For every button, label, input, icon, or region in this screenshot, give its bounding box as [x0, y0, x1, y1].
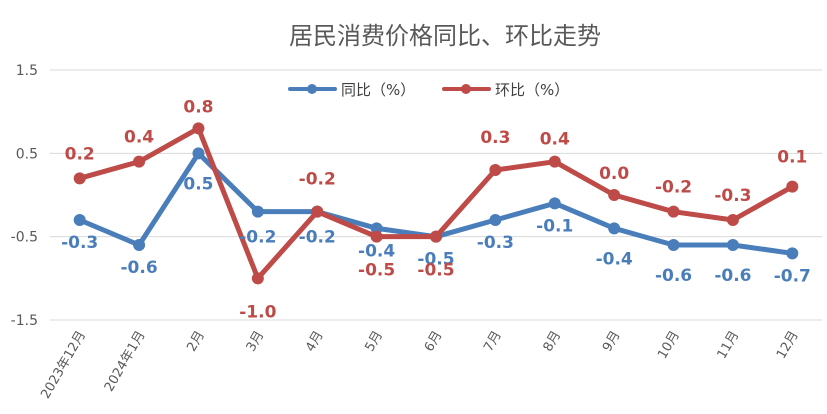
data-label: -0.2 — [299, 228, 336, 248]
data-label: 0.5 — [183, 174, 213, 194]
x-tick-label: 6月 — [422, 329, 446, 355]
data-labels-layer: -0.3-0.60.5-0.2 -0.2-0.4 -0.5-0.3-0.1-0.4-… — [61, 97, 811, 322]
series-layer — [73, 122, 799, 285]
data-point — [370, 222, 383, 235]
data-point — [489, 164, 502, 176]
data-point — [548, 197, 561, 210]
data-point — [251, 205, 264, 218]
data-point — [73, 214, 86, 226]
data-point — [192, 147, 205, 160]
gridlines — [50, 69, 822, 321]
data-label: -0.5 — [417, 261, 454, 281]
data-point — [548, 155, 561, 168]
data-point — [489, 214, 502, 226]
x-tick-label: 7月 — [481, 329, 505, 355]
x-tick-label: 9月 — [600, 329, 624, 355]
y-tick-label: 1.5 — [16, 63, 38, 79]
data-label: 0.0 — [599, 164, 629, 184]
data-point — [311, 205, 324, 218]
data-point — [370, 230, 383, 243]
legend-item-yoy: 同比（%） — [288, 81, 415, 99]
data-point — [726, 239, 739, 251]
data-label: -0.7 — [774, 266, 811, 286]
legend-label-mom: 环比（%） — [495, 81, 569, 99]
data-point — [786, 247, 799, 260]
data-label: 0.2 — [65, 144, 95, 164]
data-label: -0.6 — [120, 258, 157, 278]
data-label: -1.0 — [239, 302, 276, 322]
data-label: -0.2 — [239, 228, 276, 248]
data-point — [251, 272, 264, 285]
x-tick-label: 8月 — [541, 329, 565, 355]
data-label: -0.6 — [714, 266, 751, 286]
data-label: 0.4 — [124, 128, 154, 148]
y-tick-label: 0.5 — [16, 146, 38, 162]
data-label: -0.2 — [655, 178, 692, 198]
data-point — [786, 180, 799, 193]
data-label: 0.4 — [540, 130, 570, 150]
x-tick-label: 5月 — [362, 329, 386, 355]
data-label: -0.5 — [358, 261, 395, 281]
x-tick-label: 11月 — [715, 329, 743, 362]
x-tick-label: 2023年12月 — [38, 329, 89, 402]
data-label: -0.3 — [714, 186, 751, 206]
legend: 同比（%） 环比（%） — [288, 81, 569, 99]
y-axis-ticks: 1.5 0.5 -0.5 -1.5 — [11, 63, 38, 329]
x-tick-label: 2024年1月 — [102, 329, 149, 395]
data-label: -0.5 — [417, 250, 454, 270]
data-point — [133, 239, 146, 251]
data-label: -0.3 — [61, 233, 98, 253]
data-label: 0.8 — [183, 97, 213, 117]
x-tick-label: 12月 — [774, 329, 802, 362]
data-label: -0.3 — [477, 233, 514, 253]
data-point — [608, 189, 621, 201]
data-point — [133, 155, 146, 168]
data-label: 0.3 — [480, 128, 510, 148]
x-axis-ticks: 2023年12月 2024年1月 2月 3月 4月 5月 6月 7月 8月 9月 10月 11月 12月 — [38, 329, 801, 402]
data-point — [667, 205, 680, 218]
legend-label-yoy: 同比（%） — [341, 81, 415, 99]
y-tick-label: -1.5 — [11, 313, 38, 329]
x-tick-label: 10月 — [655, 329, 683, 362]
data-point — [667, 239, 680, 251]
x-tick-label: 3月 — [244, 329, 268, 355]
legend-item-mom: 环比（%） — [442, 81, 569, 99]
y-tick-label: -0.5 — [11, 230, 38, 246]
chart-title: 居民消费价格同比、环比走势 — [289, 22, 601, 50]
data-point — [73, 172, 86, 185]
data-label: -0.6 — [655, 266, 692, 286]
x-tick-label: 2月 — [184, 329, 208, 355]
data-label: -0.1 — [536, 216, 573, 236]
x-tick-label: 4月 — [303, 329, 327, 355]
data-label: -0.4 — [596, 249, 633, 269]
data-label: 0.1 — [777, 148, 807, 168]
data-point — [608, 222, 621, 235]
data-point — [430, 230, 442, 243]
data-point — [726, 214, 739, 226]
data-point — [192, 122, 205, 135]
data-label: -0.2 — [299, 170, 336, 190]
data-label: -0.4 — [358, 241, 395, 261]
